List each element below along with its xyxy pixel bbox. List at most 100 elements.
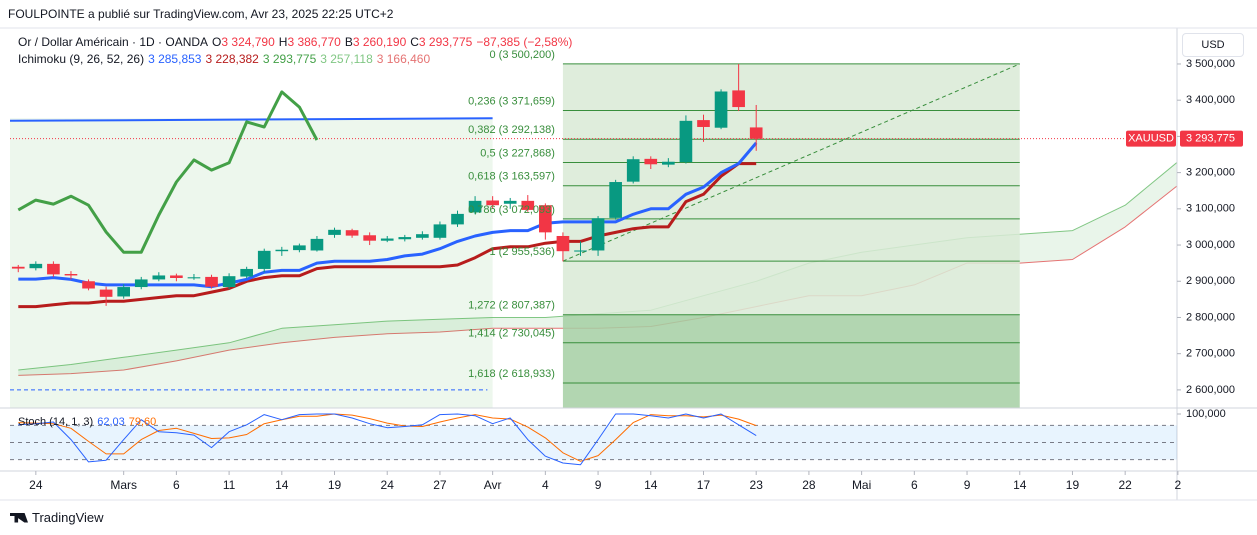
x-tick-label: 19 bbox=[1066, 478, 1080, 492]
last-symbol-box bbox=[1126, 130, 1176, 147]
last-price-box bbox=[1180, 130, 1243, 147]
candle-body bbox=[240, 268, 253, 277]
candle-body bbox=[293, 245, 306, 251]
x-tick-label: 27 bbox=[433, 478, 447, 492]
candle-body bbox=[345, 230, 359, 236]
candle-body bbox=[380, 238, 394, 241]
lagging-span bbox=[17, 90, 319, 254]
fib-label: 0,5 (3 227,868) bbox=[480, 147, 555, 159]
y-tick-label: 2 800,000 bbox=[1186, 311, 1235, 323]
x-tick-label: 24 bbox=[381, 478, 395, 492]
x-tick-label: 17 bbox=[697, 478, 711, 492]
x-tick-label: 9 bbox=[595, 478, 602, 492]
x-tick-label: 6 bbox=[911, 478, 918, 492]
x-tick-label: 14 bbox=[1013, 478, 1027, 492]
candle-body bbox=[662, 161, 675, 165]
y-tick-label: 3 200,000 bbox=[1186, 167, 1235, 179]
y-tick-label: 2 600,000 bbox=[1186, 384, 1235, 396]
shaded-region bbox=[10, 118, 493, 408]
ohlc-value: 3 293,775 bbox=[418, 35, 473, 49]
candle-body bbox=[152, 275, 166, 280]
fib-label: 1 (2 955,536) bbox=[489, 246, 554, 258]
change: −87,385 (−2,58%) bbox=[476, 35, 573, 49]
candle-body bbox=[644, 158, 658, 165]
candle-body bbox=[64, 274, 78, 276]
fib-zone bbox=[562, 314, 1020, 343]
candle-body bbox=[556, 235, 570, 252]
stoch-k bbox=[18, 413, 757, 466]
currency-button[interactable]: USD bbox=[1182, 33, 1244, 57]
candle-body bbox=[539, 205, 552, 233]
candle-body bbox=[187, 277, 201, 279]
x-tick-label: Mars bbox=[110, 478, 137, 492]
fib-label: 1,414 (2 730,045) bbox=[468, 328, 555, 340]
fib-zone bbox=[562, 342, 1020, 384]
x-tick-label: 2 bbox=[1175, 478, 1182, 492]
candle-body bbox=[134, 279, 148, 288]
ohlc-key: O bbox=[212, 35, 222, 49]
ichimoku-value: 3 257,118 bbox=[320, 52, 373, 66]
x-tick-label: 24 bbox=[29, 478, 43, 492]
ohlc-key: B bbox=[344, 35, 353, 49]
candle-body bbox=[47, 263, 60, 275]
x-tick-label: 11 bbox=[223, 478, 236, 492]
x-tick-label: Mai bbox=[852, 478, 871, 492]
x-tick-label: 23 bbox=[750, 478, 764, 492]
candle-body bbox=[11, 266, 25, 269]
fib-zone bbox=[562, 63, 1020, 111]
ohlc-key: C bbox=[410, 35, 419, 49]
candle-body bbox=[714, 91, 728, 128]
x-tick-label: 14 bbox=[275, 478, 289, 492]
candle-body bbox=[398, 237, 412, 240]
symbol: Or / Dollar Américain · 1D · OANDA bbox=[18, 35, 209, 49]
last-symbol: XAUUSD bbox=[1128, 133, 1174, 145]
ohlc-value: 3 260,190 bbox=[352, 35, 407, 49]
candle-body bbox=[29, 263, 43, 269]
fib-label: 0,786 (3 072,093) bbox=[468, 204, 555, 216]
ichimoku-value: 3 293,775 bbox=[262, 52, 317, 66]
fib-label: 0,236 (3 371,659) bbox=[468, 95, 555, 107]
fib-zone bbox=[562, 218, 1020, 262]
currency: USD bbox=[1201, 39, 1225, 51]
candle-body bbox=[679, 120, 693, 163]
fib-label: 1,618 (2 618,933) bbox=[468, 368, 555, 380]
stoch-k-value: 62,03 bbox=[97, 416, 125, 428]
x-tick-label: 28 bbox=[802, 478, 816, 492]
y-tick-label: 3 100,000 bbox=[1186, 203, 1235, 215]
candle-body bbox=[99, 289, 113, 297]
y-tick-label: 2 900,000 bbox=[1186, 275, 1235, 287]
candle-body bbox=[521, 200, 535, 210]
publisher-line: FOULPOINTE a publié sur TradingView.com,… bbox=[8, 7, 393, 21]
candle-body bbox=[503, 200, 517, 204]
y-tick-label: 3 500,000 bbox=[1186, 58, 1235, 70]
brand-logo bbox=[10, 512, 28, 523]
brand-name: TradingView bbox=[32, 510, 104, 525]
x-tick-label: 22 bbox=[1118, 478, 1132, 492]
fib-label: 1,272 (2 807,387) bbox=[468, 300, 555, 312]
candle-body bbox=[257, 250, 271, 269]
ohlc-value: 3 324,790 bbox=[221, 35, 275, 49]
y-tick-label: 2 700,000 bbox=[1186, 348, 1235, 360]
ohlc-key: H bbox=[278, 35, 288, 49]
candle-body bbox=[117, 287, 131, 297]
kijun bbox=[18, 162, 757, 309]
fib-zone bbox=[562, 110, 1020, 140]
candle-body bbox=[486, 200, 499, 206]
candle-body bbox=[222, 276, 236, 288]
candle-body bbox=[328, 229, 341, 235]
fib-zone bbox=[562, 383, 1020, 408]
candle-body bbox=[574, 250, 587, 252]
candle-body bbox=[609, 182, 622, 218]
candle-body bbox=[310, 238, 324, 251]
candle-body bbox=[363, 235, 376, 241]
fib-zone bbox=[562, 162, 1020, 186]
last-price-label: 3 293,775 bbox=[1186, 133, 1235, 145]
trend-line bbox=[10, 117, 493, 122]
candle-body bbox=[451, 213, 464, 225]
fib-label: 0 (3 500,200) bbox=[489, 49, 554, 61]
ichimoku-value: 3 228,382 bbox=[205, 52, 259, 66]
candle-body bbox=[416, 234, 429, 238]
candle-body bbox=[170, 275, 183, 278]
